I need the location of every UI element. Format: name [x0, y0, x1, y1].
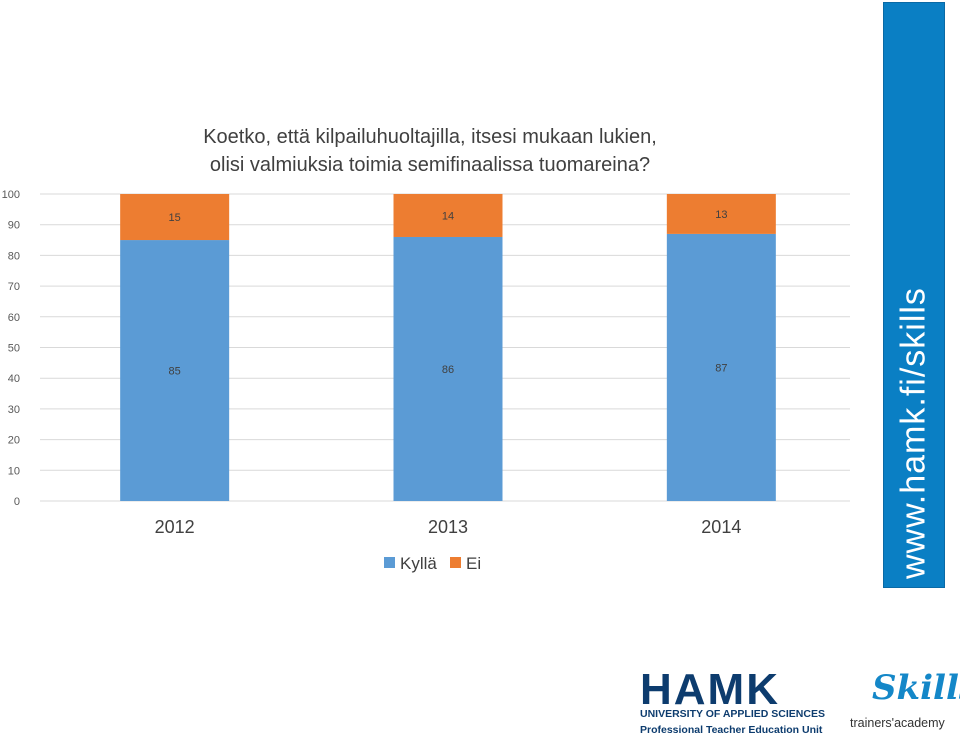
- bar-ei: [666, 194, 776, 234]
- hamk-logo: HAMK UNIVERSITY OF APPLIED SCIENCES Prof…: [640, 665, 830, 740]
- bar-kyllä: [666, 233, 776, 501]
- skills-logo-subtitle: trainers'academy: [850, 716, 945, 730]
- hamk-logo-unit: Professional Teacher Education Unit: [640, 724, 823, 736]
- y-tick-label: 10: [8, 465, 20, 477]
- y-axis-ticks: 0 10 20 30 40 50 60 70 80 90 100: [2, 189, 20, 508]
- y-tick-label: 50: [8, 343, 20, 355]
- bar-ei: [393, 194, 503, 237]
- sidebar-url-text: www.hamk.fi/skills: [894, 287, 933, 579]
- y-tick-label: 70: [8, 281, 20, 293]
- hamk-logo-subtitle: UNIVERSITY OF APPLIED SCIENCES: [640, 708, 825, 720]
- x-category-label: 2014: [701, 517, 741, 537]
- y-tick-label: 80: [8, 250, 20, 262]
- y-tick-label: 30: [8, 404, 20, 416]
- legend-swatch: [384, 557, 395, 568]
- data-label: 87: [715, 362, 727, 374]
- chart-title-line-2: olisi valmiuksia toimia semifinaalissa t…: [210, 154, 650, 176]
- y-tick-label: 100: [2, 189, 20, 201]
- x-category-label: 2013: [428, 517, 468, 537]
- y-tick-label: 0: [14, 496, 20, 508]
- legend: Kyllä Ei: [384, 554, 481, 573]
- y-tick-label: 90: [8, 220, 20, 232]
- stacked-bar-chart: Koetko, että kilpailuhuoltajilla, itsesi…: [2, 126, 850, 573]
- bar-kyllä: [120, 240, 230, 502]
- data-label: 86: [442, 364, 454, 376]
- y-tick-label: 60: [8, 312, 20, 324]
- legend-swatch: [450, 557, 461, 568]
- legend-label: Kyllä: [400, 554, 437, 573]
- x-category-label: 2012: [155, 517, 195, 537]
- bar-kyllä: [393, 236, 503, 502]
- skills-logo-word: Skills: [872, 668, 960, 708]
- bar-ei: [120, 194, 230, 241]
- y-tick-label: 20: [8, 435, 20, 447]
- x-axis-categories: 2012 2013 2014: [155, 517, 742, 537]
- data-label: 85: [169, 366, 181, 378]
- data-labels: 85 15 86 14 87 13: [169, 209, 728, 378]
- data-label: 15: [169, 212, 181, 224]
- chart-title-line-1: Koetko, että kilpailuhuoltajilla, itsesi…: [203, 126, 657, 148]
- data-label: 14: [442, 210, 454, 222]
- y-tick-label: 40: [8, 373, 20, 385]
- sidebar-url-banner: www.hamk.fi/skills: [883, 2, 945, 588]
- bars: [120, 194, 776, 502]
- legend-label: Ei: [466, 554, 481, 573]
- data-label: 13: [715, 209, 727, 221]
- skills-logo: Skills trainers'academy: [848, 668, 960, 740]
- hamk-logo-word: HAMK: [640, 665, 780, 714]
